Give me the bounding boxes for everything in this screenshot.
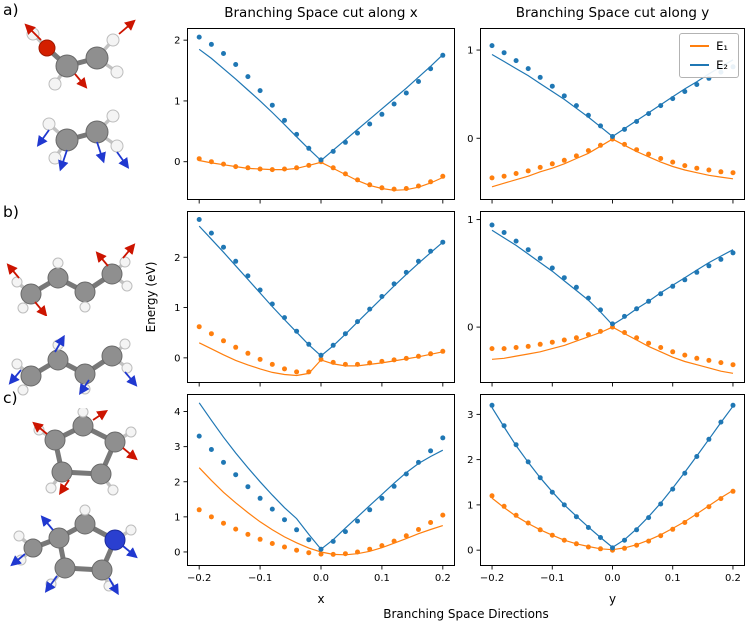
svg-text:−0.1: −0.1 <box>248 573 272 584</box>
red-arrow-icons <box>32 410 138 495</box>
svg-text:0: 0 <box>174 353 180 364</box>
molecule-b-top <box>6 243 136 316</box>
svg-text:4: 4 <box>174 407 180 418</box>
svg-text:1: 1 <box>174 303 180 314</box>
svg-text:2: 2 <box>174 36 180 47</box>
svg-text:0: 0 <box>467 546 473 557</box>
svg-text:3: 3 <box>174 442 180 453</box>
svg-text:0.2: 0.2 <box>725 573 741 584</box>
legend-entry-e2: E₂ <box>690 58 728 72</box>
svg-text:0: 0 <box>467 134 473 145</box>
plot-b-cut-y: 01 <box>467 211 745 387</box>
legend-label-e1: E₁ <box>716 39 728 53</box>
svg-text:2: 2 <box>174 477 180 488</box>
svg-text:1: 1 <box>467 500 473 511</box>
svg-text:−0.1: −0.1 <box>540 573 564 584</box>
e2-line-swatch <box>690 64 710 66</box>
svg-text:0.0: 0.0 <box>605 573 621 584</box>
col-title-cut-y: Branching Space cut along y <box>515 5 710 21</box>
blue-arrow-icons <box>36 129 130 172</box>
blue-arrow-icons <box>8 334 138 395</box>
panel-label-b: b) <box>3 203 19 221</box>
plot-a-cut-x: 0 1 2 <box>174 28 455 204</box>
svg-text:0.1: 0.1 <box>374 573 390 584</box>
svg-text:1: 1 <box>174 512 180 523</box>
svg-text:0.1: 0.1 <box>665 573 681 584</box>
svg-text:0.2: 0.2 <box>435 573 451 584</box>
plot-a-cut-y: 01 <box>467 28 745 204</box>
legend-entry-e1: E₁ <box>690 39 728 53</box>
svg-text:0.0: 0.0 <box>313 573 329 584</box>
svg-text:1: 1 <box>467 46 473 57</box>
molecule-c-top <box>32 408 138 496</box>
blue-arrow-icons <box>10 515 138 596</box>
panel-label-a: a) <box>3 1 19 19</box>
plot-b-cut-x: 0 1 2 <box>174 211 455 387</box>
svg-text:0: 0 <box>467 323 473 334</box>
molecule-a-top <box>24 19 136 91</box>
x-axis-label-shared: Branching Space Directions <box>383 607 549 621</box>
red-arrow-icons <box>24 19 136 89</box>
svg-text:2: 2 <box>467 455 473 466</box>
legend-label-e2: E₂ <box>716 58 728 72</box>
molecule-a-bottom <box>36 109 130 172</box>
svg-text:0: 0 <box>174 547 180 558</box>
col-title-cut-x: Branching Space cut along x <box>224 5 418 21</box>
e1-line-swatch <box>690 45 710 47</box>
svg-text:−0.2: −0.2 <box>187 573 211 584</box>
x-axis-label-x: x <box>317 592 325 606</box>
molecule-b-bottom <box>8 334 138 396</box>
molecule-c-bottom <box>10 504 138 596</box>
panel-label-c: c) <box>3 389 18 407</box>
svg-text:−0.2: −0.2 <box>480 573 504 584</box>
red-arrow-icons <box>6 243 136 316</box>
svg-text:1: 1 <box>174 96 180 107</box>
legend: E₁ E₂ <box>679 33 739 78</box>
plot-c-cut-y: −0.2 −0.1 0.0 0.1 0.2 0 1 2 3 <box>467 394 745 584</box>
svg-text:0: 0 <box>174 157 180 168</box>
plot-c-cut-x: −0.2 −0.1 0.0 0.1 0.2 0 1 2 3 4 <box>174 394 455 584</box>
svg-text:1: 1 <box>467 215 473 226</box>
svg-text:2: 2 <box>174 253 180 264</box>
svg-text:3: 3 <box>467 410 473 421</box>
x-axis-label-y: y <box>608 592 617 606</box>
